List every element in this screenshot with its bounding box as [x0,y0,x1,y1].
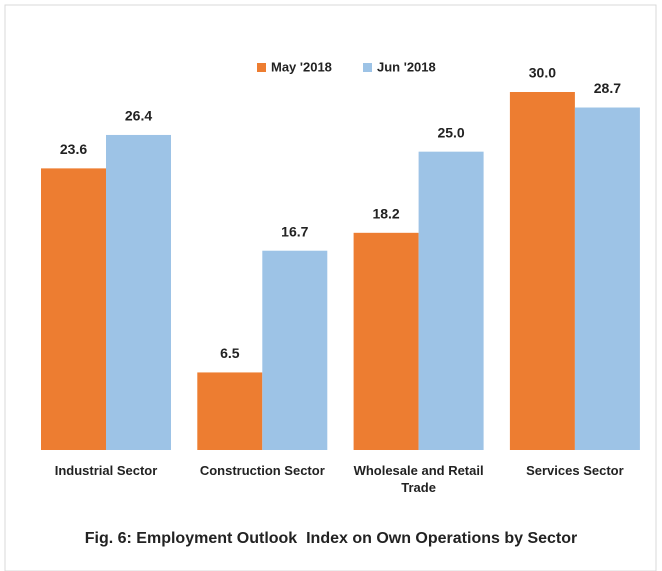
bar [509,92,575,450]
bar [262,250,328,450]
value-label: 16.7 [281,223,308,239]
frame [4,4,657,571]
bar [353,232,419,450]
value-label: 30.0 [529,65,556,81]
legend-swatch [363,63,372,72]
legend-label: May '2018 [271,59,332,74]
value-label: 23.6 [60,141,87,157]
x-tick-label: Industrial Sector [54,463,158,478]
value-label: 26.4 [125,108,152,124]
chart-title: Fig. 6: Employment Outlook Index on Own … [84,530,578,547]
legend-label: Jun '2018 [377,59,436,74]
value-label: 18.2 [372,206,399,222]
value-label: 6.5 [220,345,240,361]
x-tick-label: Services Sector [526,463,624,478]
bar [106,134,171,450]
bar [574,107,640,450]
bar [41,168,106,450]
value-label: 25.0 [437,124,464,140]
value-label: 28.7 [594,80,621,96]
x-tick-label: Construction Sector [199,463,325,478]
x-tick-label: Wholesale and Retail Trade [353,463,484,495]
legend-swatch [257,63,266,72]
bar [418,151,484,450]
bar [197,372,263,450]
